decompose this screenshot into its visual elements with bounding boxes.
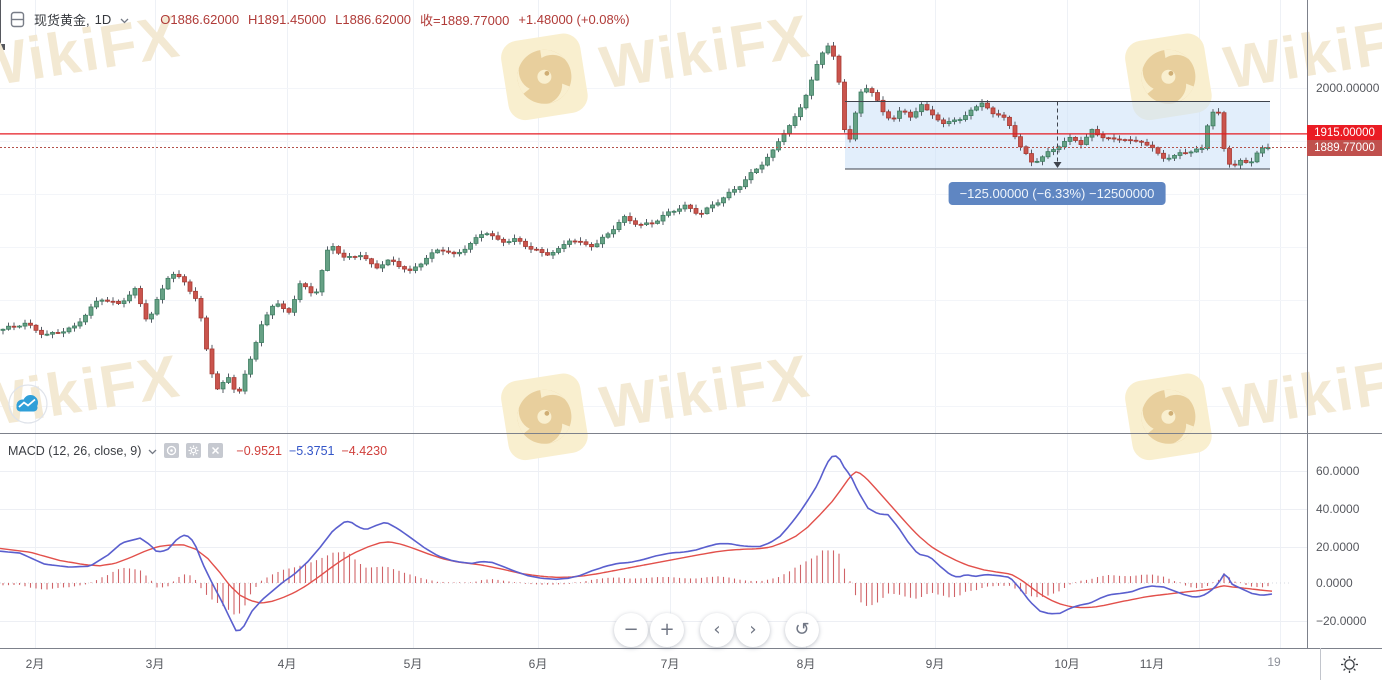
chevron-down-icon[interactable] xyxy=(148,444,157,458)
scroll-right-button[interactable]: › xyxy=(736,613,770,647)
macd-axis-tick xyxy=(0,46,5,47)
gridline-vertical xyxy=(1280,0,1281,648)
macd-hist-value: −0.9521 xyxy=(236,443,282,458)
chevron-down-icon[interactable] xyxy=(120,12,129,27)
price-axis-tick xyxy=(0,44,5,45)
gridline-vertical xyxy=(806,0,807,648)
macd-axis-tick xyxy=(0,49,5,50)
gridline-horizontal xyxy=(0,547,1307,548)
close-value: 收=1889.77000 xyxy=(420,13,510,28)
measure-tool-label: −125.00000 (−6.33%) −12500000 xyxy=(948,182,1166,205)
time-axis-tick xyxy=(0,36,1,40)
scroll-left-button[interactable]: ‹ xyxy=(700,613,734,647)
macd-axis-label: 60.0000 xyxy=(1316,464,1360,478)
eye-icon xyxy=(167,445,177,456)
settings-button[interactable] xyxy=(186,443,202,458)
symbol-name[interactable]: 现货黄金, xyxy=(34,13,90,28)
axis-corner-separator xyxy=(1320,648,1321,680)
zoom-out-button[interactable]: − xyxy=(614,613,648,647)
macd-axis-tick xyxy=(0,48,5,49)
time-axis-tick xyxy=(0,16,1,20)
gridline-horizontal xyxy=(0,509,1307,510)
time-axis-label: 9月 xyxy=(925,657,945,671)
alert-price-label: 1915.00000 xyxy=(1307,125,1382,141)
gridline-vertical xyxy=(1199,0,1200,648)
macd-header: MACD (12, 26, close, 9) xyxy=(8,443,387,458)
change-value: +1.48000 (+0.08%) xyxy=(518,12,630,27)
low-value: L1886.62000 xyxy=(335,12,412,27)
macd-axis-tick xyxy=(0,47,5,48)
macd-signal-value: −4.4230 xyxy=(341,443,388,458)
macd-axis-label: 0.0000 xyxy=(1316,576,1353,590)
time-axis-label: 8月 xyxy=(796,657,816,671)
time-axis-tick xyxy=(0,28,1,32)
macd-line-value: −5.3751 xyxy=(288,443,335,458)
time-axis-label: 6月 xyxy=(528,657,548,671)
gear-icon xyxy=(188,445,199,456)
macd-axis-tick xyxy=(0,45,5,46)
time-axis-tick xyxy=(0,20,1,24)
macd-title[interactable]: MACD (12, 26, close, 9) xyxy=(8,443,142,458)
gridline-vertical xyxy=(287,0,288,648)
zoom-in-button[interactable]: + xyxy=(650,613,684,647)
time-axis-tick xyxy=(0,0,1,4)
gridline-horizontal xyxy=(0,88,1307,89)
time-axis-tick xyxy=(0,8,1,12)
time-axis-tick xyxy=(0,32,1,36)
gridline-horizontal xyxy=(0,300,1307,301)
time-axis-label: 4月 xyxy=(277,657,297,671)
gridline-vertical xyxy=(1067,0,1068,648)
time-axis-tick xyxy=(0,4,1,8)
time-axis-label: 3月 xyxy=(145,657,165,671)
daily-interval-icon xyxy=(10,11,25,28)
time-axis-tick xyxy=(0,12,1,16)
time-axis-label: 7月 xyxy=(660,657,680,671)
macd-axis-label: 40.0000 xyxy=(1316,502,1360,516)
axis-settings-sun-icon[interactable] xyxy=(1340,655,1359,674)
gridline-horizontal xyxy=(0,471,1307,472)
gridline-horizontal xyxy=(0,353,1307,354)
open-value: O1886.62000 xyxy=(160,12,240,27)
panel-separator[interactable] xyxy=(0,433,1382,434)
gridline-vertical xyxy=(413,0,414,648)
gridline-vertical xyxy=(35,0,36,648)
reset-view-button[interactable]: ↺ xyxy=(785,613,819,647)
close-icon xyxy=(212,446,220,455)
macd-axis-label: 20.0000 xyxy=(1316,540,1360,554)
time-axis-label: 2月 xyxy=(25,657,45,671)
gridline-horizontal xyxy=(0,247,1307,248)
time-axis-label: 5月 xyxy=(403,657,423,671)
gridline-horizontal xyxy=(0,406,1307,407)
time-axis-tick xyxy=(0,40,1,44)
gridline-vertical xyxy=(538,0,539,648)
gridline-vertical xyxy=(670,0,671,648)
remove-indicator-button[interactable] xyxy=(208,443,224,458)
visibility-button[interactable] xyxy=(164,443,180,458)
interval-value[interactable]: 1D xyxy=(94,12,112,27)
high-value: H1891.45000 xyxy=(248,12,327,27)
price-axis-separator xyxy=(1307,0,1308,648)
time-axis-label: 19 xyxy=(1267,655,1281,669)
gridline-horizontal xyxy=(0,194,1307,195)
gridline-vertical xyxy=(155,0,156,648)
time-axis-label: 10月 xyxy=(1054,657,1080,671)
macd-chart-canvas[interactable] xyxy=(0,433,1307,648)
gridline-vertical xyxy=(935,0,936,648)
time-axis-separator xyxy=(0,648,1382,649)
price-axis-label: 2000.00000 xyxy=(1316,81,1380,95)
price-chart-canvas[interactable] xyxy=(0,0,1307,433)
symbol-header: 现货黄金, 1D O1886.62000 H1891.45000 L1886.6… xyxy=(10,10,630,29)
gridline-horizontal xyxy=(0,141,1307,142)
time-axis-label: 11月 xyxy=(1139,657,1165,671)
time-axis-tick xyxy=(0,24,1,28)
macd-axis-label: −20.0000 xyxy=(1316,614,1367,628)
cloud-chart-logo-icon xyxy=(8,384,48,424)
last-price-label: 1889.77000 xyxy=(1307,140,1382,156)
